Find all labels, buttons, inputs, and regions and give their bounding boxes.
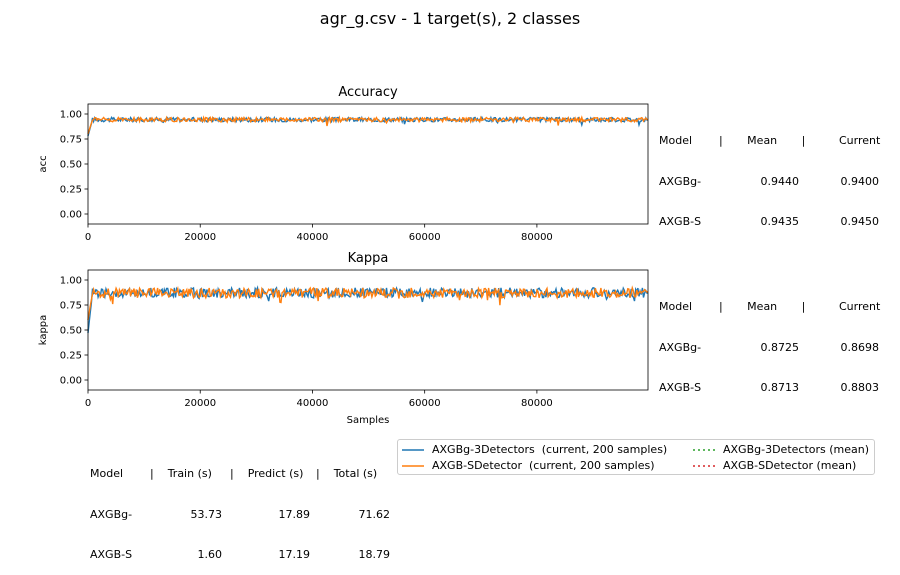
figure-title: agr_g.csv - 1 target(s), 2 classes [320, 9, 580, 29]
kappa-title: Kappa [348, 251, 389, 266]
table-header: Model [659, 300, 693, 313]
accuracy-ylabel: acc [38, 155, 49, 172]
table-header: | Total (s) [316, 467, 378, 480]
y-tick-label: 0.25 [60, 351, 82, 362]
y-tick-label: 0.75 [60, 135, 82, 146]
x-tick-label: 80000 [521, 398, 553, 409]
y-tick-label: 1.00 [60, 276, 82, 287]
accuracy-plot-frame [87, 103, 649, 225]
y-tick-label: 0.50 [60, 326, 82, 337]
y-tick-label: 0.25 [60, 185, 82, 196]
x-tick-label: 20000 [184, 398, 216, 409]
accuracy-summary-table: Model | Mean | Current AXGBg- 0.9440 0.9… [659, 107, 880, 242]
table-row: AXGBg- 0.9440 0.9400 [659, 174, 879, 188]
legend-dotted-line-icon [693, 464, 715, 467]
table-header: | Mean | [719, 134, 806, 147]
x-tick-label: 60000 [409, 398, 441, 409]
legend-entry: AXGB-SDetector (mean) [693, 459, 856, 472]
table-header: | Mean | [719, 300, 806, 313]
kappa-panel: Kappa kappa 0 20000 40000 60000 80000 0.00 0.2… [38, 251, 649, 426]
legend-solid-line-icon [402, 464, 424, 467]
x-tick-label: 80000 [521, 232, 553, 243]
table-header: Model [90, 467, 124, 480]
table-row: AXGB-S 0.9435 0.9450 [659, 215, 879, 228]
series-line-2 [87, 285, 648, 321]
y-tick-label: 0.00 [60, 376, 82, 387]
table-row: AXGB-S 1.60 17.19 18.79 [90, 548, 390, 561]
accuracy-title: Accuracy [338, 85, 398, 100]
kappa-summary-table: Model | Mean | Current AXGBg- 0.8725 0.8… [659, 273, 880, 408]
table-row: AXGBg- 0.8725 0.8698 [659, 340, 879, 354]
table-header: Current [839, 134, 881, 147]
table-header: | Train (s) [150, 467, 212, 480]
y-tick-label: 1.00 [60, 110, 82, 121]
x-tick-label: 20000 [184, 232, 216, 243]
y-tick-label: 0.00 [60, 210, 82, 221]
timing-table: Model | Train (s) | Predict (s) | Total … [90, 440, 390, 575]
x-tick-label: 40000 [297, 232, 329, 243]
table-row: AXGB-S 0.8713 0.8803 [659, 381, 879, 394]
x-tick-label: 0 [85, 232, 91, 243]
legend-entry: AXGBg-3Detectors (mean) [693, 443, 869, 456]
series-line-2 [87, 115, 648, 135]
legend-dotted-line-icon [693, 448, 715, 451]
kappa-xlabel: Samples [347, 415, 390, 426]
table-row: AXGBg- 53.73 17.89 71.62 [90, 507, 390, 521]
y-tick-label: 0.50 [60, 160, 82, 171]
table-header: | Predict (s) [230, 467, 304, 480]
kappa-ylabel: kappa [38, 315, 49, 346]
x-tick-label: 40000 [297, 398, 329, 409]
legend-entry: AXGBg-3Detectors (current, 200 samples) [402, 443, 667, 456]
y-tick-label: 0.75 [60, 301, 82, 312]
table-header: Current [839, 300, 881, 313]
accuracy-panel: Accuracy acc 0 20000 40000 60000 80000 0.00 0.… [38, 85, 649, 243]
legend-entry: AXGB-SDetector (current, 200 samples) [402, 459, 654, 472]
x-tick-label: 60000 [409, 232, 441, 243]
chart-legend: AXGBg-3Detectors (current, 200 samples) … [397, 439, 875, 475]
kappa-plot-frame [87, 269, 649, 391]
legend-solid-line-icon [402, 448, 424, 451]
table-header: Model [659, 134, 693, 147]
x-tick-label: 0 [85, 398, 91, 409]
figure-canvas: agr_g.csv - 1 target(s), 2 classes Accur… [38, 9, 649, 426]
